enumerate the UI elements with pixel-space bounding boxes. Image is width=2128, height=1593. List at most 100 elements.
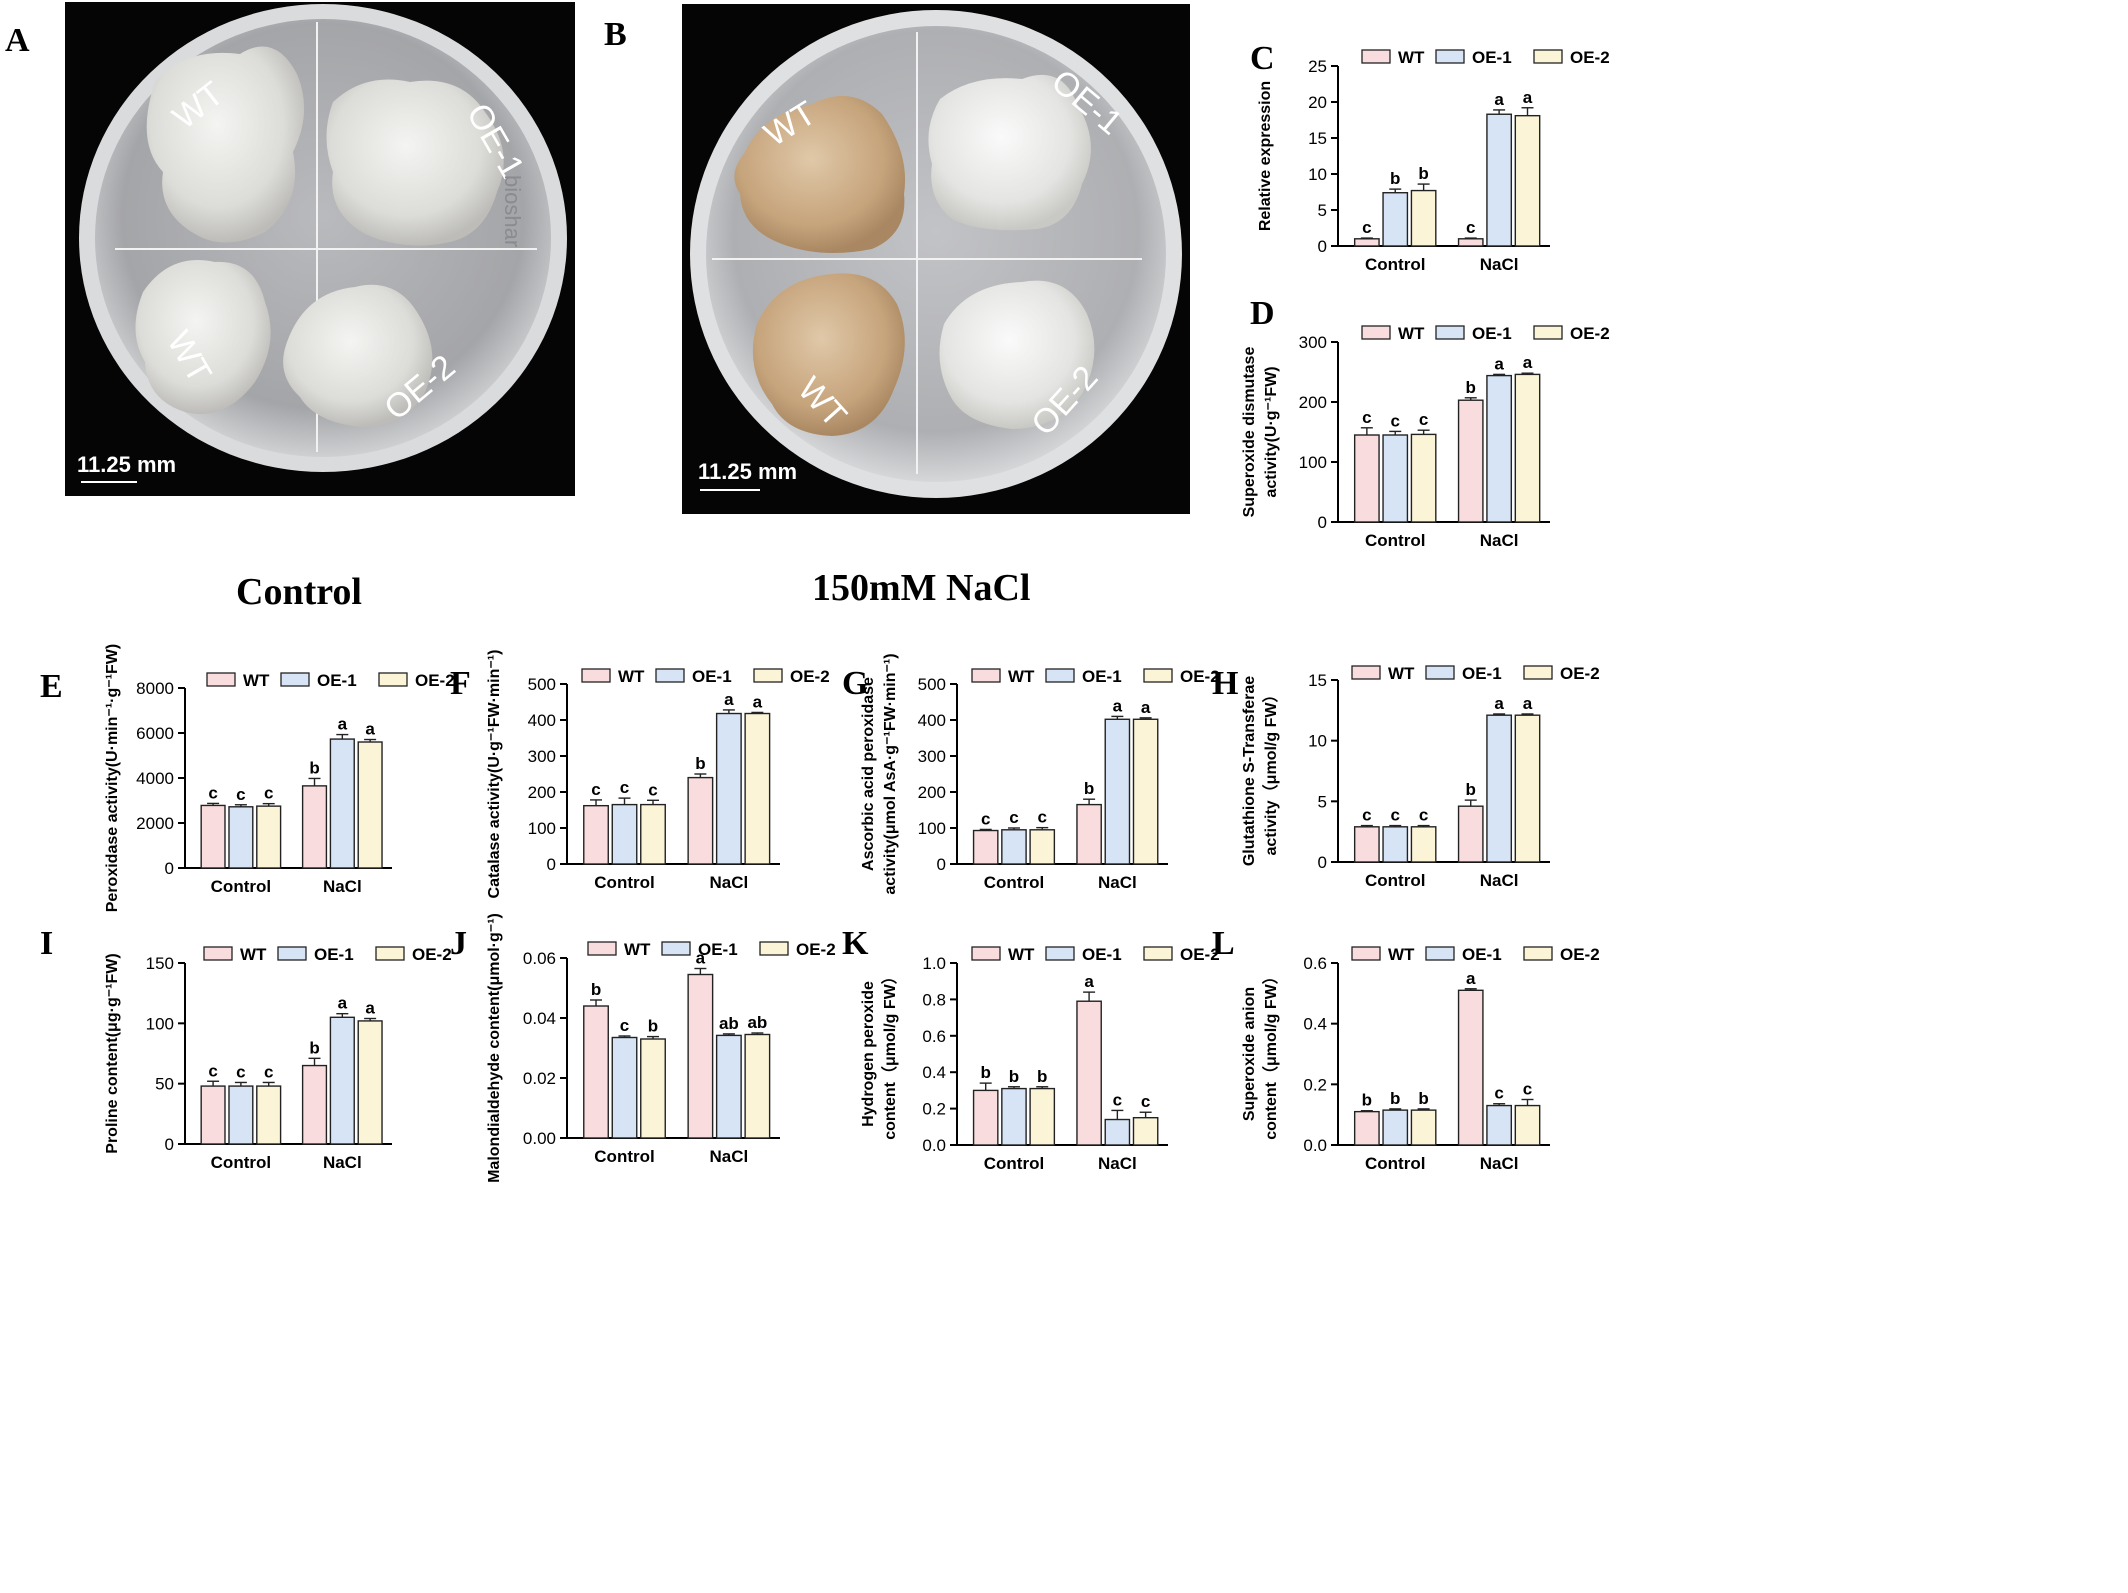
panel-label-c: C	[1250, 40, 1275, 77]
y-tick-label: 300	[1299, 333, 1327, 352]
x-tick-label: NaCl	[323, 877, 362, 896]
legend-label: WT	[1008, 667, 1035, 686]
significance-letter: c	[208, 783, 217, 802]
y-tick-label: 150	[146, 954, 174, 973]
legend-swatch	[277, 946, 307, 961]
significance-letter: c	[1391, 806, 1400, 825]
bar	[744, 712, 771, 865]
significance-letter: c	[1009, 808, 1018, 827]
x-tick-label: NaCl	[1098, 873, 1137, 892]
legend-swatch	[1425, 946, 1455, 961]
chart-h: 0 5 10 15 Glutathione S-Transferae activity（μ…	[1241, 664, 1600, 890]
y-axis-label: activity(U·g⁻¹FW)	[1263, 366, 1280, 497]
legend-swatch	[1143, 668, 1173, 683]
panel-label-g: G	[842, 665, 869, 702]
x-tick-label: NaCl	[323, 1153, 362, 1172]
y-tick-label: 0	[165, 859, 174, 878]
significance-letter: c	[981, 809, 990, 828]
bar	[583, 1005, 609, 1139]
legend-label: OE-2	[412, 945, 452, 964]
bar	[1029, 829, 1056, 865]
significance-letter: c	[620, 1016, 629, 1035]
legend-label: OE-2	[415, 671, 455, 690]
significance-letter: a	[1494, 354, 1504, 373]
y-tick-label: 6000	[136, 724, 174, 743]
bar	[1514, 1104, 1541, 1146]
legend-label: WT	[624, 940, 651, 959]
x-tick-label: Control	[1365, 531, 1425, 550]
legend-label: WT	[1398, 48, 1425, 67]
significance-letter: a	[338, 715, 348, 734]
significance-letter: b	[648, 1017, 658, 1036]
y-tick-label: 15	[1308, 129, 1327, 148]
x-tick-label: Control	[984, 1154, 1044, 1173]
significance-letter: a	[1113, 696, 1123, 715]
y-tick-label: 100	[1299, 453, 1327, 472]
panel-label-k: K	[842, 925, 869, 962]
significance-letter: ab	[719, 1014, 739, 1033]
chart-g: 0 100 200 300 400 500 Ascorbic acid peroxidase…	[860, 653, 1220, 894]
bar	[256, 805, 282, 869]
bar	[611, 1036, 638, 1139]
panel-label-h: H	[1212, 665, 1239, 702]
bar	[640, 803, 666, 865]
y-tick-label: 200	[918, 783, 946, 802]
significance-letter: c	[236, 1062, 245, 1081]
y-tick-label: 300	[528, 747, 556, 766]
bar	[1457, 989, 1484, 1146]
legend-label: OE-2	[790, 667, 830, 686]
bar	[1410, 826, 1437, 863]
bar	[1514, 714, 1541, 863]
y-axis-label: activity(μmol AsA·g⁻¹FW·min⁻¹)	[882, 653, 899, 894]
y-tick-label: 8000	[136, 679, 174, 698]
significance-letter: a	[365, 720, 375, 739]
panel-label-a: A	[5, 22, 30, 59]
significance-letter: b	[1362, 1091, 1372, 1110]
bar	[1486, 374, 1513, 523]
chart-e: 0 2000 4000 6000 8000 Peroxidase activity(U·m…	[104, 644, 455, 912]
bar	[611, 803, 638, 865]
y-tick-label: 400	[918, 711, 946, 730]
legend-swatch	[1533, 325, 1563, 340]
chart-j: 0.00 0.02 0.04 0.06 Malondialdehyde content(…	[486, 913, 836, 1183]
x-tick-label: NaCl	[1480, 1154, 1519, 1173]
significance-letter: c	[264, 784, 273, 803]
legend-label: OE-1	[317, 671, 357, 690]
significance-letter: b	[1466, 780, 1476, 799]
significance-letter: b	[695, 754, 705, 773]
significance-letter: c	[591, 780, 600, 799]
significance-letter: c	[1362, 806, 1371, 825]
legend-label: OE-1	[1472, 324, 1512, 343]
y-tick-label: 0.8	[922, 990, 946, 1009]
y-tick-label: 200	[1299, 393, 1327, 412]
bar	[1514, 373, 1541, 523]
chart-c: 0 5 10 15 20 25 Relative expression Control c b b N…	[1257, 48, 1610, 274]
significance-letter: c	[1113, 1090, 1122, 1109]
significance-letter: b	[1084, 779, 1094, 798]
legend-swatch	[1533, 49, 1563, 64]
bar	[1029, 1087, 1056, 1146]
y-tick-label: 0.0	[922, 1136, 946, 1155]
x-tick-label: Control	[211, 1153, 271, 1172]
bar	[744, 1033, 771, 1139]
significance-letter: c	[1419, 410, 1428, 429]
bar	[583, 804, 609, 865]
bar	[301, 785, 328, 869]
bar	[715, 1034, 742, 1139]
bar	[972, 1089, 999, 1146]
significance-letter: c	[1141, 1092, 1150, 1111]
legend-swatch	[759, 941, 789, 956]
legend-label: WT	[1398, 324, 1425, 343]
x-tick-label: Control	[211, 877, 271, 896]
y-axis-label: Superoxide dismutase	[1241, 347, 1258, 518]
legend-swatch	[655, 668, 685, 683]
bar	[1382, 1109, 1409, 1146]
y-tick-label: 15	[1308, 671, 1327, 690]
significance-letter: b	[1390, 169, 1400, 188]
legend-label: OE-1	[1472, 48, 1512, 67]
significance-letter: a	[1523, 353, 1533, 372]
legend-label: WT	[243, 671, 270, 690]
legend-swatch	[1435, 49, 1465, 64]
legend-swatch	[1425, 665, 1455, 680]
bar	[1457, 805, 1484, 863]
